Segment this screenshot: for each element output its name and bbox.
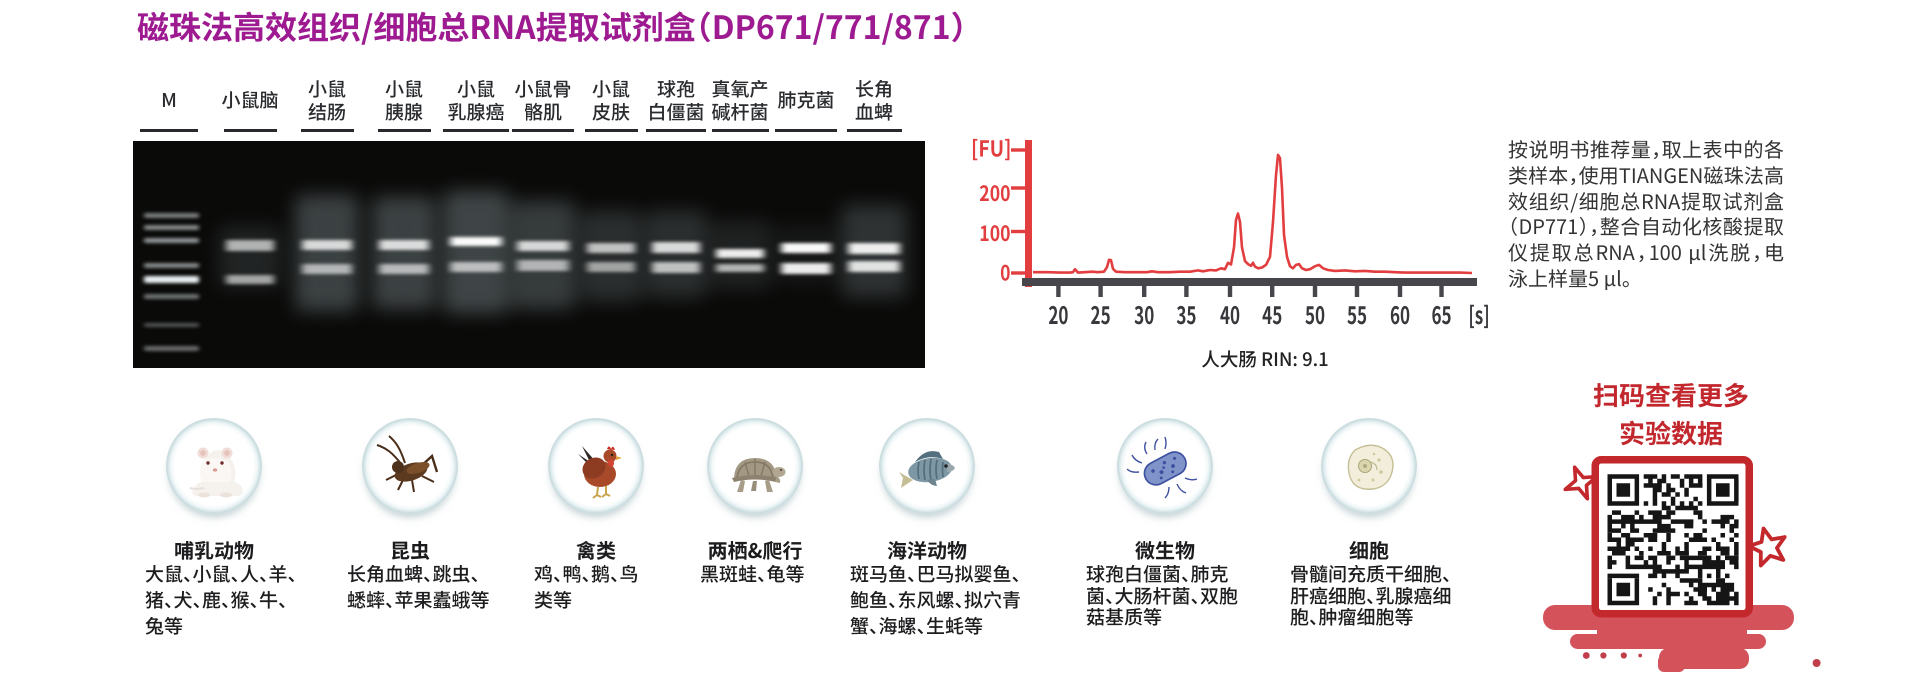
svg-text:35: 35 [1176,296,1196,331]
svg-text:55: 55 [1347,296,1367,331]
svg-text:0: 0 [1000,257,1010,287]
svg-text:30: 30 [1134,296,1154,331]
svg-text:20: 20 [1048,296,1068,331]
svg-text:100: 100 [979,217,1010,247]
svg-text:25: 25 [1091,296,1111,331]
svg-text:50: 50 [1305,296,1325,331]
svg-text:60: 60 [1390,296,1410,331]
svg-text:200: 200 [979,177,1010,207]
svg-text:45: 45 [1262,296,1282,331]
svg-text:[s]: [s] [1468,296,1489,331]
svg-text:65: 65 [1431,296,1451,331]
svg-text:[FU]: [FU] [971,131,1011,163]
svg-text:40: 40 [1220,296,1240,331]
